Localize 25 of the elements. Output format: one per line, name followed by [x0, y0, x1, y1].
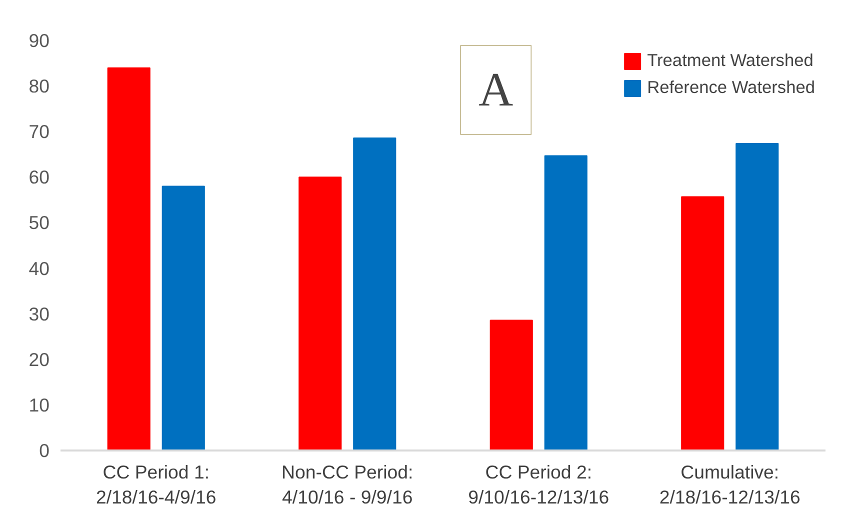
y-tick-label: 80 — [28, 76, 50, 97]
y-tick-label: 40 — [28, 258, 50, 279]
bar — [353, 137, 396, 450]
y-tick-label: 90 — [28, 30, 50, 51]
y-tick-label: 10 — [28, 394, 50, 416]
bar — [490, 320, 533, 450]
bar — [544, 155, 588, 450]
y-tick-label: 20 — [28, 348, 50, 370]
bar — [736, 142, 779, 450]
y-tick-label: 0 — [39, 440, 50, 461]
annotation: A — [478, 64, 514, 116]
x-tick-label: Cumulative: 2/18/16-12/13/16 — [659, 462, 800, 508]
bar — [107, 67, 150, 450]
y-tick-label: 70 — [28, 121, 50, 142]
y-tick-label: 50 — [28, 212, 50, 234]
x-tick-label: CC Period 1: 2/18/16-4/9/16 — [96, 462, 216, 508]
legend-label: Reference Watershed — [647, 77, 815, 98]
x-tick-label: CC Period 2: 9/10/16-12/13/16 — [468, 462, 610, 508]
x-tick-label: Non-CC Period: 4/10/16 - 9/9/16 — [282, 462, 414, 508]
bar — [298, 176, 342, 450]
y-tick-label: 30 — [28, 303, 50, 324]
bar — [162, 186, 205, 450]
bar — [681, 196, 724, 450]
y-tick-label: 60 — [28, 166, 50, 188]
legend-label: Treatment Watershed — [647, 50, 814, 71]
